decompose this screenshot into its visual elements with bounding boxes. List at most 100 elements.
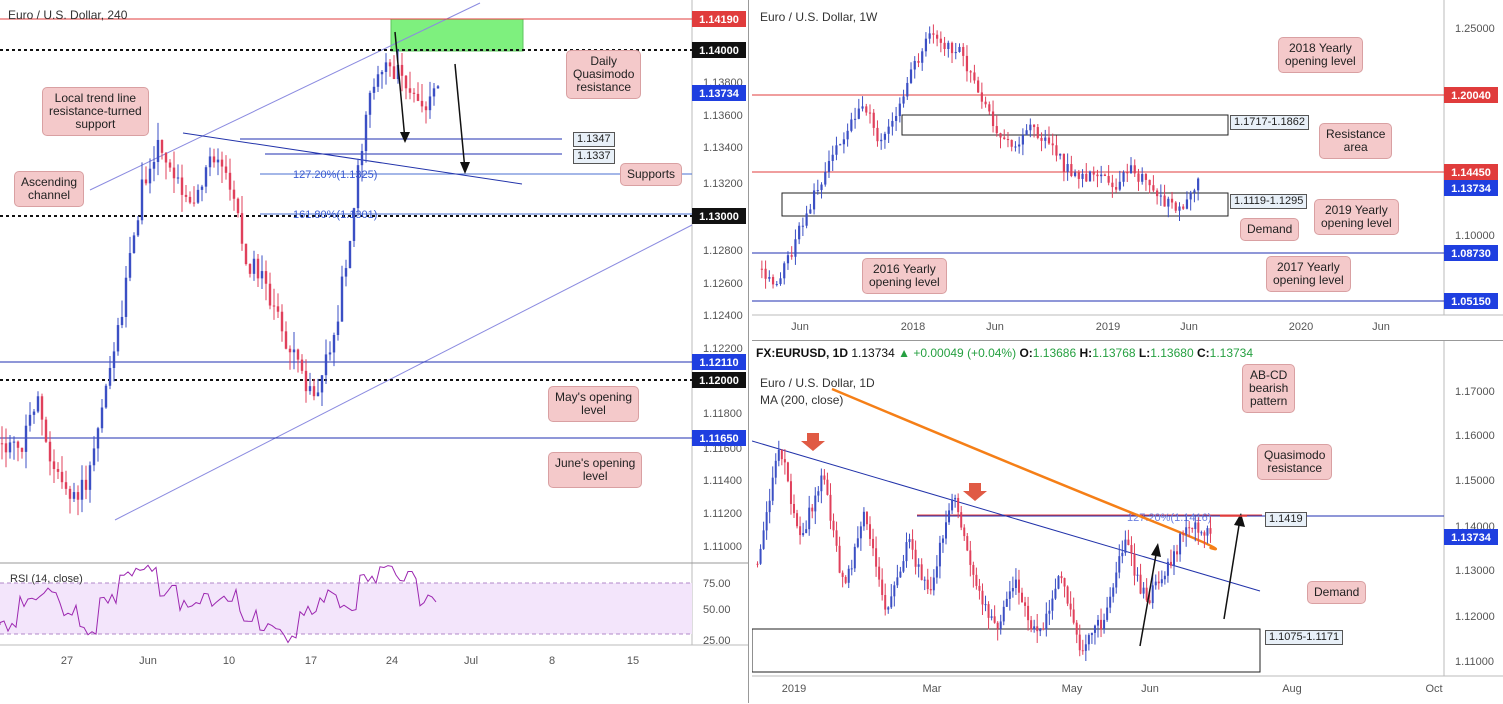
candle-body	[340, 276, 344, 322]
candle-body	[432, 88, 436, 97]
candle-body	[44, 419, 48, 442]
candle-body	[1112, 587, 1115, 597]
candle-body	[1122, 172, 1125, 182]
candle-body	[808, 507, 811, 530]
chart-daily-panel[interactable]: 127.20%(1.1416) 1.17000 1.16000 1.15000 1.14…	[752, 340, 1503, 704]
candle-body	[914, 549, 917, 567]
yearly-2016-callout: 2016 Yearly opening level	[862, 258, 947, 294]
price-tag-label: 1.13734	[1451, 183, 1492, 195]
candle-body	[1182, 206, 1185, 209]
candle-body	[1033, 626, 1036, 630]
candle-body	[973, 72, 976, 81]
y-tick-label: 1.13200	[703, 178, 743, 190]
x-tick-label: Jun	[139, 655, 157, 667]
candle-body	[192, 202, 196, 204]
abcd-pattern-callout: AB-CD bearish pattern	[1242, 364, 1296, 413]
candle-body	[1018, 144, 1021, 147]
price-tag-label: 1.12110	[699, 357, 738, 369]
candle-body	[995, 126, 998, 134]
candle-body	[1118, 556, 1121, 573]
candle-body	[950, 42, 954, 54]
may-opening-callout: May's opening level	[548, 386, 640, 422]
candle-body	[1141, 174, 1144, 182]
supports-callout: Supports	[620, 163, 683, 186]
candle-body	[320, 375, 324, 393]
candle-body	[938, 542, 941, 567]
candle-body	[1176, 551, 1179, 555]
candle-body	[24, 425, 28, 452]
y-tick-label: 1.16000	[1455, 430, 1495, 442]
chart-weekly-panel[interactable]: 1.250001.150001.100001.200401.144501.137…	[752, 0, 1503, 340]
candle-body	[783, 263, 786, 279]
candle-body	[1203, 532, 1206, 536]
candle-body	[188, 196, 192, 203]
candle-body	[943, 42, 946, 50]
candle-body	[1127, 539, 1130, 546]
candle-body	[823, 475, 826, 480]
candle-body	[436, 86, 440, 89]
candle-body	[1178, 206, 1181, 211]
candle-body	[872, 538, 875, 549]
close-value: 1.13734	[1209, 346, 1254, 360]
candle-body	[975, 574, 978, 586]
candle-body	[909, 69, 913, 83]
level-label-1347: 1.1347	[573, 132, 615, 147]
candle-body	[913, 60, 916, 70]
candle-body	[56, 469, 60, 472]
supply-zone-rect	[390, 18, 524, 52]
chart-4h-canvas[interactable]: 127.20%(1.1325)161.80%(1.1301)1.138001.1…	[0, 0, 748, 703]
callout-line: 2019 Yearly	[1325, 203, 1388, 217]
candle-body	[60, 471, 64, 483]
candle-body	[1148, 179, 1151, 186]
candle-body	[200, 186, 204, 190]
candle-body	[1045, 613, 1048, 630]
candle-body	[887, 126, 890, 134]
candle-body	[1039, 628, 1042, 632]
candle-body	[1054, 588, 1057, 599]
candle-body	[779, 278, 782, 285]
candle-body	[1062, 153, 1065, 172]
chart-daily-canvas[interactable]: 127.20%(1.1416) 1.17000 1.16000 1.15000 1.14…	[752, 341, 1503, 704]
candle-body	[932, 33, 935, 35]
demand-zone-rect-daily	[752, 628, 1261, 673]
arrow-down-1	[394, 31, 406, 141]
price-tag-bg	[692, 354, 746, 370]
candle-body	[1182, 533, 1185, 535]
candle-body	[1090, 632, 1093, 636]
candle-body	[1133, 553, 1136, 576]
candle-body	[869, 524, 871, 539]
candle-body	[984, 101, 987, 105]
candle-body	[880, 139, 883, 142]
candle-body	[768, 500, 771, 513]
rsi-line	[0, 564, 437, 644]
candle-body	[1005, 598, 1008, 607]
candle-body	[783, 459, 786, 463]
candle-body	[1103, 619, 1106, 630]
candle-body	[1044, 137, 1047, 141]
price-tag-bg	[1444, 245, 1498, 261]
x-tick-label: 2019	[782, 683, 806, 695]
candle-body	[420, 100, 424, 107]
candle-body	[1133, 165, 1136, 174]
candle-body	[104, 385, 108, 408]
candle-body	[939, 38, 942, 43]
candle-body	[248, 264, 252, 274]
candle-body	[68, 488, 72, 499]
price-tag-label: 1.20040	[1451, 90, 1491, 102]
candle-body	[857, 108, 860, 119]
candle-body	[276, 306, 280, 312]
candle-body	[1160, 579, 1163, 584]
candle-body	[236, 198, 240, 214]
arrow-up-1	[1139, 548, 1158, 647]
y-tick-label: 1.17000	[1455, 386, 1495, 398]
callout-line: 2017 Yearly	[1277, 260, 1340, 274]
candle-body	[978, 585, 981, 591]
candle-body	[1025, 130, 1028, 136]
candle-body	[172, 167, 176, 179]
chart-weekly-canvas[interactable]: 1.250001.150001.100001.200401.144501.137…	[752, 0, 1503, 340]
candle-body	[208, 156, 212, 168]
chart-4h-panel[interactable]: 127.20%(1.1325) 161.80%(1.1301) 1.13800 1.1…	[0, 0, 749, 703]
candle-body	[108, 367, 112, 386]
candle-body	[8, 442, 12, 453]
symbol-name: FX:EURUSD, 1D	[756, 346, 849, 360]
